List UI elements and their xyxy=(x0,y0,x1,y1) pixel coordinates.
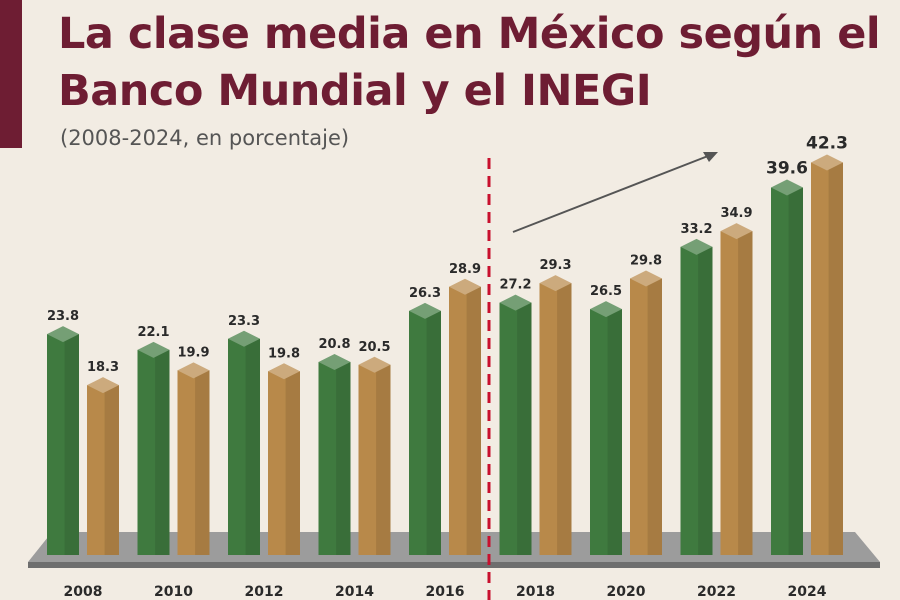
bar-2022-s1 xyxy=(680,238,713,556)
value-label-2016-s1: 26.3 xyxy=(409,286,441,301)
bar-2020-s2 xyxy=(630,270,662,555)
chart-subtitle: (2008-2024, en porcentaje) xyxy=(60,126,350,150)
accent-bar xyxy=(0,0,22,148)
value-label-2010-s2: 19.9 xyxy=(177,345,209,360)
value-label-2022-s1: 33.2 xyxy=(680,222,712,237)
value-label-2012-s1: 23.3 xyxy=(228,314,260,329)
value-label-2014-s2: 20.5 xyxy=(358,340,390,355)
value-label-2022-s2: 34.9 xyxy=(720,206,752,221)
bar-2014-s1 xyxy=(318,353,351,555)
bar-2016-s2 xyxy=(449,278,481,555)
bars-group xyxy=(47,154,843,556)
value-label-2020-s1: 26.5 xyxy=(590,284,622,299)
bar-2014-s2 xyxy=(358,356,391,555)
bar-2010-s1 xyxy=(137,341,170,555)
value-label-2012-s2: 19.8 xyxy=(268,346,300,361)
value-label-2024-s1: 39.6 xyxy=(766,159,808,179)
x-tick-2022: 2022 xyxy=(697,584,736,600)
bar-2008-s1 xyxy=(47,326,79,555)
bar-2018-s1 xyxy=(499,294,532,555)
x-tick-2012: 2012 xyxy=(245,584,284,600)
bar-2024-s2 xyxy=(811,154,843,555)
value-label-2008-s1: 23.8 xyxy=(47,309,79,324)
bar-2016-s1 xyxy=(409,302,441,555)
x-tick-2018: 2018 xyxy=(516,584,555,600)
bar-2022-s2 xyxy=(720,223,753,556)
value-label-2024-s2: 42.3 xyxy=(806,133,848,153)
trend-arrow-icon xyxy=(512,152,718,233)
x-tick-2014: 2014 xyxy=(335,584,374,600)
x-tick-2008: 2008 xyxy=(64,584,103,600)
chart-title: La clase media en México según el Banco … xyxy=(58,9,881,116)
value-label-2016-s2: 28.9 xyxy=(449,262,481,277)
x-tick-2024: 2024 xyxy=(788,584,827,600)
bar-2024-s1 xyxy=(771,179,803,555)
bar-2012-s2 xyxy=(268,363,300,555)
x-tick-2016: 2016 xyxy=(426,584,465,600)
value-label-2014-s1: 20.8 xyxy=(318,337,350,352)
value-label-2008-s2: 18.3 xyxy=(87,360,119,375)
value-label-2010-s1: 22.1 xyxy=(137,325,169,340)
value-labels-group: 23.8 18.3 22.1 19.9 23.3 19.8 20.8 20.5 26.3 28.9… xyxy=(47,133,848,375)
bar-2018-s2 xyxy=(539,275,572,555)
chart-base-edge xyxy=(28,562,880,568)
bar-2020-s1 xyxy=(590,301,622,555)
value-label-2020-s2: 29.8 xyxy=(630,253,662,268)
x-tick-2010: 2010 xyxy=(154,584,193,600)
value-label-2018-s2: 29.3 xyxy=(539,258,571,273)
bar-2008-s2 xyxy=(87,377,119,555)
decorations xyxy=(487,152,718,600)
bar-2012-s1 xyxy=(228,330,260,555)
x-tick-2020: 2020 xyxy=(607,584,646,600)
x-axis: 2008 2010 2012 2014 2016 2018 2020 2022 2024 xyxy=(64,584,827,600)
value-label-2018-s1: 27.2 xyxy=(499,278,531,293)
bar-2010-s2 xyxy=(177,362,210,555)
